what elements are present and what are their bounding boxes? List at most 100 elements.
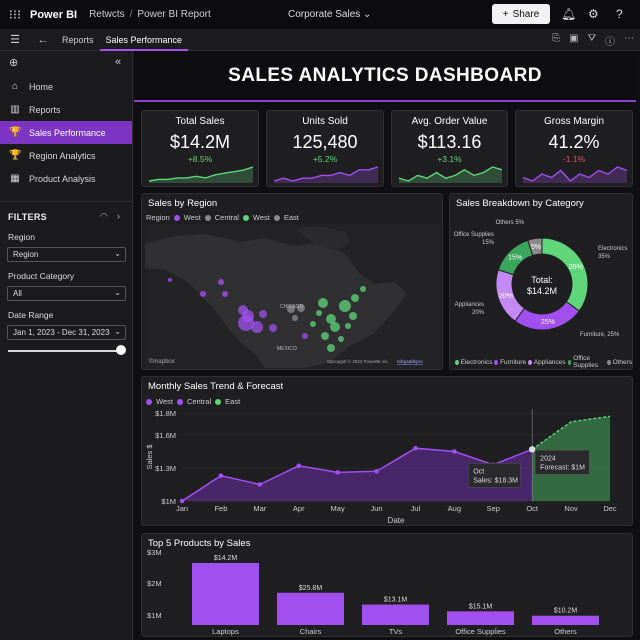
sales-point[interactable] bbox=[374, 469, 379, 474]
y-tick-label: $1M bbox=[147, 611, 162, 620]
category-dropdown-value: All bbox=[13, 289, 22, 298]
sales-point[interactable] bbox=[218, 473, 224, 478]
kpi-value: $14.2M bbox=[169, 132, 231, 152]
image-icon[interactable]: ▣ bbox=[569, 33, 579, 44]
sales-point[interactable] bbox=[452, 449, 457, 454]
trend-chart[interactable]: $1M $1.3M $1.6M $1.8M Jan Feb Mar Apr May Jun Jul A… bbox=[142, 377, 634, 527]
legend-label: Office Supplies bbox=[573, 355, 599, 369]
chevron-right-icon[interactable]: › bbox=[117, 211, 120, 221]
filter-icon[interactable]: ⛛ bbox=[587, 33, 596, 44]
tooltip-line: Forecast: $1M bbox=[540, 464, 585, 471]
bar-chart-icon: ▥ bbox=[10, 104, 20, 115]
donut-callout-label: Office Supplies bbox=[454, 232, 494, 238]
region-map[interactable]: CHICAGO MEXICO ©mapbox Opcopgot © 2022 P… bbox=[145, 224, 441, 368]
breadcrumb-workspace[interactable]: Retwcts bbox=[89, 9, 125, 20]
back-arrow-icon[interactable]: ← bbox=[37, 33, 49, 46]
hamburger-menu-icon[interactable]: ☰ bbox=[10, 34, 20, 46]
bar-tvs[interactable] bbox=[362, 604, 429, 625]
sales-point[interactable] bbox=[413, 445, 418, 451]
add-icon[interactable]: ⊕ bbox=[9, 57, 19, 69]
donut-chart[interactable]: 35% 25% 20% 15% 5% Total:$14.2M Electronics 35%… bbox=[450, 208, 634, 356]
info-icon[interactable]: ⓘ bbox=[605, 37, 615, 48]
kpi-sparkline bbox=[522, 166, 628, 183]
sales-point[interactable] bbox=[257, 482, 263, 487]
export-icon[interactable]: ⎘ bbox=[552, 33, 561, 44]
tab-reports[interactable]: Reports bbox=[62, 34, 94, 45]
share-button[interactable]: + Share bbox=[492, 4, 550, 24]
map-city-label: CHICAGO bbox=[280, 304, 303, 310]
bar-laptops[interactable] bbox=[192, 563, 259, 625]
category-dropdown[interactable]: All ⌄ bbox=[7, 286, 126, 301]
apps-grid-icon[interactable]: ⁝⁝⁝ bbox=[8, 6, 22, 22]
date-range-value: Jan 1, 2023 - Dec 31, 2023 bbox=[13, 328, 110, 337]
date-range-slider-handle[interactable] bbox=[116, 345, 126, 355]
map-copyright-link[interactable]: Islkgs&ilbpsc bbox=[397, 359, 424, 364]
sales-area bbox=[182, 448, 533, 501]
legend-label: Electronics bbox=[460, 358, 493, 366]
donut-slice-others[interactable] bbox=[527, 237, 543, 257]
bell-icon[interactable]: 🔔︎ bbox=[561, 7, 577, 21]
collapse-sidebar-icon[interactable]: « bbox=[115, 56, 122, 68]
legend-swatch bbox=[606, 359, 611, 365]
y-tick-label: $2M bbox=[147, 579, 162, 588]
sidebar-nav: ⌂ Home ▥ Reports 🏆 Sales Performance 🏆 Regio… bbox=[0, 75, 132, 190]
card-title: Sales by Region bbox=[148, 198, 218, 209]
sidebar-item-region-analytics[interactable]: 🏆 Region Analytics bbox=[0, 144, 132, 167]
x-tick-label: Laptops bbox=[212, 627, 239, 636]
sales-by-region-card[interactable]: Sales by Region Region West Central West… bbox=[141, 193, 443, 370]
monthly-trend-card[interactable]: Monthly Sales Trend & Forecast West Cent… bbox=[141, 376, 633, 526]
hover-point[interactable] bbox=[528, 446, 536, 453]
donut-slice-label: 20% bbox=[499, 293, 513, 300]
sparkline-area bbox=[149, 167, 253, 183]
sidebar-item-sales-performance[interactable]: 🏆 Sales Performance bbox=[0, 121, 132, 144]
x-tick-label: Nov bbox=[564, 504, 578, 513]
region-filter-label: Region bbox=[8, 232, 35, 242]
donut-center-value: $14.2M bbox=[527, 286, 557, 296]
x-tick-label: Mar bbox=[253, 504, 266, 513]
sparkline-area bbox=[399, 167, 502, 183]
sparkline-area bbox=[523, 167, 627, 183]
donut-slice-label: 15% bbox=[508, 255, 522, 262]
date-range-label: Date Range bbox=[8, 310, 54, 320]
bar-office-supplies[interactable] bbox=[447, 611, 514, 625]
legend-swatch bbox=[455, 359, 459, 365]
forecast-tooltip: 2024 Forecast: $1M bbox=[534, 450, 590, 475]
tab-sales-performance[interactable]: Sales Performance bbox=[99, 29, 189, 51]
sidebar-item-home[interactable]: ⌂ Home bbox=[0, 75, 132, 98]
bar-data-label: $13.1M bbox=[384, 597, 408, 604]
help-icon[interactable]: ? bbox=[616, 7, 623, 21]
sparkline-line bbox=[398, 166, 503, 182]
breadcrumb-report[interactable]: Power BI Report bbox=[137, 9, 211, 20]
kpi-card-avg-order-value[interactable]: Avg. Order Value $113.16 +3.1% bbox=[391, 110, 508, 187]
app-name[interactable]: Power BI bbox=[30, 8, 78, 21]
share-label: Share bbox=[512, 8, 540, 20]
sales-breakdown-card[interactable]: Sales Breakdown by Category 35% 25% 20% 15%… bbox=[449, 193, 633, 370]
sidebar-item-reports[interactable]: ▥ Reports bbox=[0, 98, 132, 121]
donut-slice-label: 5% bbox=[531, 244, 541, 251]
x-tick-label: Office Supplies bbox=[455, 627, 506, 636]
kpi-title: Avg. Order Value bbox=[411, 116, 488, 127]
sales-point[interactable] bbox=[335, 470, 340, 475]
gear-icon[interactable]: ⚙ bbox=[588, 7, 599, 21]
top-products-chart[interactable]: $3M $2M $1M $14.2M Laptops $25.8M Chairs $13.1M… bbox=[142, 534, 634, 638]
bar-data-label: $14.2M bbox=[214, 555, 238, 562]
region-dropdown[interactable]: Region ⌄ bbox=[7, 247, 126, 262]
kpi-card-units-sold[interactable]: Units Sold 125,480 +5.2% bbox=[266, 110, 384, 187]
date-range-dropdown[interactable]: Jan 1, 2023 - Dec 31, 2023 ⌄ bbox=[7, 325, 126, 340]
donut-callout-value: 20% bbox=[472, 310, 485, 316]
kpi-card-gross-margin[interactable]: Gross Margin 41.2% -1.1% bbox=[515, 110, 633, 187]
legend-label: West bbox=[252, 213, 270, 222]
legend-swatch bbox=[215, 398, 222, 405]
eye-icon[interactable]: ◠ bbox=[100, 211, 108, 221]
sales-point[interactable] bbox=[179, 498, 185, 504]
top-products-card[interactable]: Top 5 Products by Sales $3M $2M $1M $14.2M L… bbox=[141, 533, 633, 637]
bar-others[interactable] bbox=[532, 615, 599, 625]
kpi-card-total-sales[interactable]: Total Sales $14.2M +8.5% bbox=[141, 110, 259, 187]
bar-chairs[interactable] bbox=[277, 592, 344, 625]
sidebar-item-product-analysis[interactable]: ▦ Product Analysis bbox=[0, 167, 132, 190]
more-options-icon[interactable]: ⋯ bbox=[624, 33, 634, 44]
sales-point[interactable] bbox=[296, 463, 302, 469]
dataset-selector[interactable]: Corporate Sales ⌄ bbox=[288, 9, 371, 20]
date-range-slider-track[interactable] bbox=[8, 350, 121, 352]
kpi-value: 125,480 bbox=[292, 132, 358, 152]
